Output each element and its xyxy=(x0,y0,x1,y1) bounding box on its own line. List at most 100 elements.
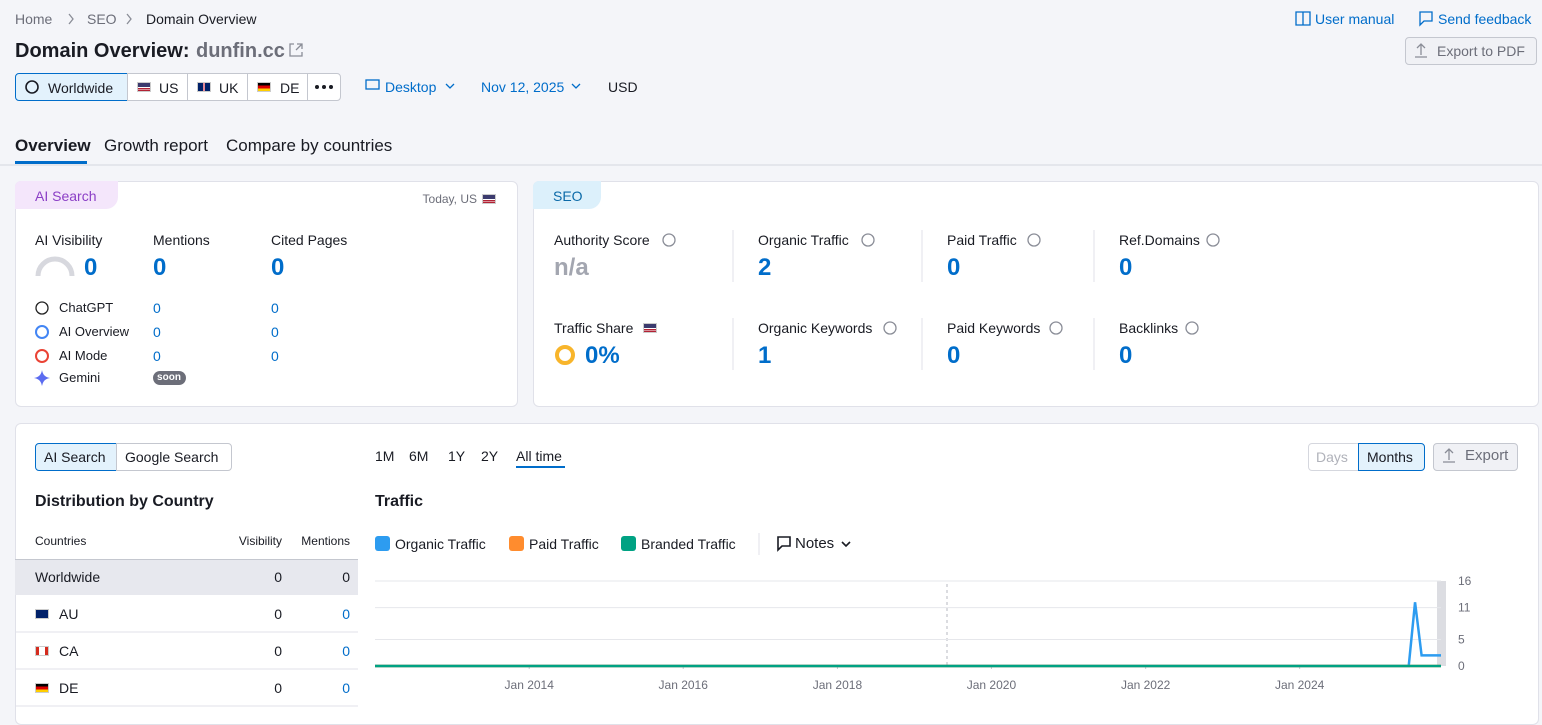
flag xyxy=(35,609,49,619)
platform-name: AI Mode xyxy=(59,348,108,364)
region-label[interactable]: Worldwide xyxy=(48,79,114,96)
legend-label[interactable]: Organic Traffic xyxy=(395,535,486,552)
platform-cited[interactable]: 0 xyxy=(271,347,279,364)
metric-value: n/a xyxy=(554,253,589,281)
metric-value[interactable]: 0% xyxy=(585,341,620,369)
metric-label: Organic Keywords xyxy=(758,319,873,336)
metric-value[interactable]: 0 xyxy=(1119,341,1133,369)
platform-mentions[interactable]: 0 xyxy=(153,323,161,340)
metric-label: Paid Traffic xyxy=(947,231,1017,248)
granularity-label[interactable]: Months xyxy=(1367,448,1413,465)
metric-label: Paid Keywords xyxy=(947,319,1041,336)
chart-title: Traffic xyxy=(375,493,424,511)
breadcrumb: Domain Overview xyxy=(146,10,257,27)
seo-chip-label: SEO xyxy=(553,187,583,204)
metric-value[interactable]: 0 xyxy=(84,253,98,281)
visibility: 0 xyxy=(274,642,282,659)
user-manual-link[interactable]: User manual xyxy=(1315,10,1395,27)
notes-button[interactable]: Notes xyxy=(795,535,835,552)
column-header: Mentions xyxy=(301,533,350,548)
metric-value[interactable]: 0 xyxy=(1119,253,1133,281)
flag xyxy=(35,683,49,693)
metric-label: Authority Score xyxy=(554,231,650,248)
legend-label[interactable]: Branded Traffic xyxy=(641,535,736,552)
mentions[interactable]: 0 xyxy=(342,605,350,622)
gemini-icon xyxy=(34,370,50,386)
mentions[interactable]: 0 xyxy=(342,642,350,659)
series-line xyxy=(375,602,1441,668)
icons xyxy=(25,11,1455,552)
x-tick-label: Jan 2024 xyxy=(1275,678,1325,692)
period-button[interactable]: 6M xyxy=(409,447,429,464)
country: DE xyxy=(59,679,79,696)
granularity-label[interactable]: Days xyxy=(1316,448,1348,465)
platform-name: AI Overview xyxy=(59,324,130,340)
legend-checkbox[interactable] xyxy=(621,536,636,551)
ai-card xyxy=(15,181,518,407)
platform-cited[interactable]: 0 xyxy=(271,299,279,316)
ai-note: Today, US xyxy=(422,191,477,206)
x-tick-label: Jan 2016 xyxy=(659,678,709,692)
metric-label: Traffic Share xyxy=(554,319,634,336)
date-select[interactable]: Nov 12, 2025 xyxy=(481,78,565,95)
legend-label[interactable]: Paid Traffic xyxy=(529,535,599,552)
country: AU xyxy=(59,605,79,622)
flag xyxy=(35,646,49,656)
export-button[interactable] xyxy=(1433,443,1518,471)
region-button[interactable] xyxy=(15,73,128,101)
row-highlight xyxy=(15,559,358,595)
device-select[interactable]: Desktop xyxy=(385,78,437,95)
mode-button[interactable] xyxy=(35,443,117,471)
seo-chip xyxy=(533,181,601,209)
platform-cited[interactable]: 0 xyxy=(271,323,279,340)
flag xyxy=(482,194,496,204)
region-label[interactable]: UK xyxy=(219,79,239,96)
platform-mentions[interactable]: 0 xyxy=(153,347,161,364)
period-button[interactable]: 2Y xyxy=(481,447,499,464)
metric-value[interactable]: 0 xyxy=(153,253,167,281)
period-button[interactable]: 1M xyxy=(375,447,395,464)
y-tick-label: 16 xyxy=(1458,574,1472,588)
visibility: 0 xyxy=(274,568,282,585)
x-tick-label: Jan 2014 xyxy=(505,678,555,692)
mode-label[interactable]: AI Search xyxy=(44,448,106,465)
metric-value[interactable]: 0 xyxy=(271,253,285,281)
country: CA xyxy=(59,642,79,659)
metric-label: Ref.Domains xyxy=(1119,231,1200,248)
metric-label: AI Visibility xyxy=(35,231,103,248)
metric-value[interactable]: 0 xyxy=(947,253,961,281)
export-pdf-button[interactable] xyxy=(1405,37,1537,65)
period-button[interactable]: All time xyxy=(516,447,562,464)
visibility: 0 xyxy=(274,605,282,622)
dividers xyxy=(0,164,1542,707)
metric-label: Cited Pages xyxy=(271,231,348,248)
tab[interactable]: Growth report xyxy=(104,135,208,155)
metric-value[interactable]: 1 xyxy=(758,341,772,369)
x-tick-label: Jan 2022 xyxy=(1121,678,1171,692)
feedback-link[interactable]: Send feedback xyxy=(1438,10,1532,27)
platform-mentions[interactable]: 0 xyxy=(153,299,161,316)
breadcrumb[interactable]: SEO xyxy=(87,10,117,27)
months-button[interactable] xyxy=(1358,443,1425,471)
mode-label[interactable]: Google Search xyxy=(125,448,219,465)
page-title: Domain Overview: xyxy=(15,40,190,62)
metric-value[interactable]: 0 xyxy=(947,341,961,369)
mentions[interactable]: 0 xyxy=(342,679,350,696)
region-label[interactable]: US xyxy=(159,79,179,96)
mode-button[interactable] xyxy=(116,443,232,471)
tab[interactable]: Overview xyxy=(15,135,91,155)
platform-name: Gemini xyxy=(59,370,101,386)
export-label[interactable]: Export xyxy=(1465,447,1509,464)
tab[interactable]: Compare by countries xyxy=(226,135,393,155)
region-label[interactable]: DE xyxy=(280,79,300,96)
mentions: 0 xyxy=(342,568,350,585)
breadcrumb[interactable]: Home xyxy=(15,10,53,27)
legend-checkbox[interactable] xyxy=(509,536,524,551)
period-button[interactable]: 1Y xyxy=(448,447,466,464)
legend-checkbox[interactable] xyxy=(375,536,390,551)
soon-label: soon xyxy=(157,372,181,383)
metric-label: Backlinks xyxy=(1119,319,1179,336)
metric-label: Mentions xyxy=(153,231,210,248)
metric-value[interactable]: 2 xyxy=(758,253,772,281)
